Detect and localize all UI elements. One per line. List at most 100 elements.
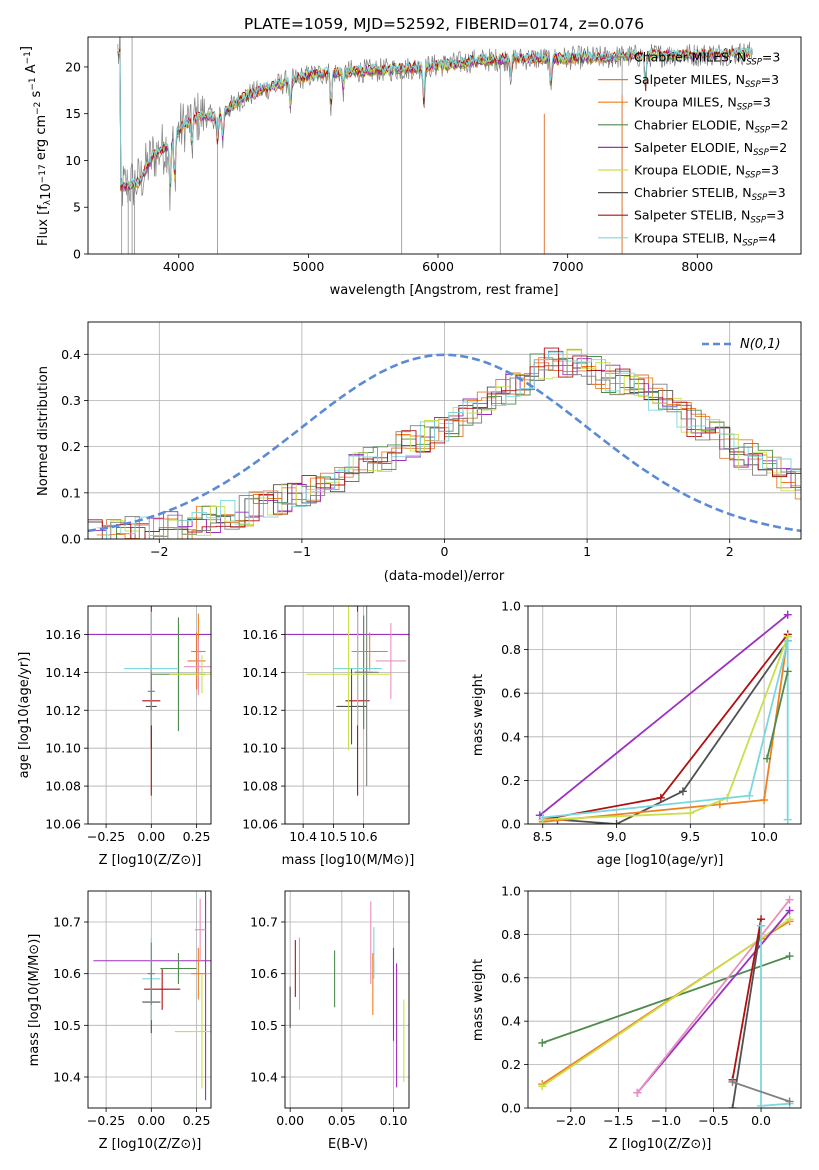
y-tick-label: 0.0 [501, 817, 521, 832]
mass-weight-line-pink [636, 899, 791, 1094]
mw-z-xlabel: Z [log10(Z/Z⊙)] [609, 1137, 712, 1152]
legend-label-value: =3 [767, 185, 785, 200]
x-tick-label: 1 [583, 544, 591, 559]
age-z-xlabel: Z [log10(Z/Z⊙)] [99, 853, 202, 868]
axes-frame [87, 321, 802, 540]
residual-plot-area: −2 −1 0 1 2 0.0 0.1 0.2 0.3 0.4 [61, 321, 802, 559]
y-tick-label: 0.3 [61, 393, 81, 408]
y-tick-label: 10.08 [45, 779, 81, 794]
y-tick-label: 10.16 [45, 627, 81, 642]
mass-vs-metallicity-panel: −0.25 0.00 0.25 10.4 10.5 10.6 10.7 [53, 890, 212, 1128]
age-z-ylabel: age [log10(age/yr)] [17, 652, 32, 779]
x-tick-label: 10.0 [750, 829, 778, 844]
axes-frame [87, 605, 212, 825]
histogram-step-kroupa_elodie [96, 349, 801, 539]
y-tick-label: 0 [73, 247, 81, 262]
ylabel-part: erg cm [34, 115, 49, 164]
x-tick-label: 2 [726, 544, 734, 559]
legend-label-value: =3 [752, 95, 770, 110]
y-tick-label: 10.6 [53, 966, 81, 981]
gaussian-curve [88, 353, 801, 533]
x-tick-label: −1 [293, 544, 311, 559]
legend-label-subscript: SSP [745, 80, 761, 90]
y-tick-label: 10.14 [242, 665, 278, 680]
axes-frame [284, 890, 410, 1109]
x-tick-label: −2.0 [556, 1113, 586, 1128]
mw-age-ylabel: mass weight [471, 674, 486, 756]
histogram-step-salpeter_stelib [88, 347, 801, 539]
legend-label-subscript: SSP [750, 216, 766, 226]
x-tick-label: 8.5 [533, 829, 553, 844]
legend-label: Chabrier MILES, NSSP=3 [634, 50, 780, 68]
legend-label-text: Kroupa STELIB, N [634, 230, 742, 245]
mass-weight-line-salpeter_elodie [636, 909, 791, 1094]
y-tick-label: 0.4 [501, 1014, 521, 1029]
x-tick-label: −0.25 [87, 1113, 125, 1128]
legend-label: Salpeter ELODIE, NSSP=2 [634, 140, 787, 158]
mass-ebv-xlabel: E(B-V) [328, 1137, 368, 1152]
ylabel-part: ] [19, 46, 34, 51]
mass-weight-line-salpeter_stelib [731, 919, 762, 1080]
axes-frame [527, 890, 802, 1109]
x-tick-label: 10.6 [350, 829, 378, 844]
mass-weight-line-chabrier_miles [732, 1081, 790, 1103]
y-tick-label: 0.1 [61, 485, 81, 500]
axes-frame [527, 605, 802, 825]
y-tick-label: 0.8 [501, 927, 521, 942]
y-tick-label: 0.6 [501, 686, 521, 701]
legend-label-subscript: SSP [737, 103, 753, 113]
x-tick-label: 5000 [292, 259, 324, 274]
age-vs-metallicity-panel: −0.25 0.00 0.25 10.06 10.08 10.10 10.12 10.14 10… [45, 605, 212, 844]
x-tick-label: 0.05 [328, 1113, 356, 1128]
y-tick-label: 0.2 [501, 773, 521, 788]
legend-label: Salpeter MILES, NSSP=3 [634, 72, 779, 90]
gaussian-legend-label: N(0,1) [740, 337, 781, 352]
y-tick-label: 15 [65, 106, 81, 121]
x-tick-label: −1.5 [603, 1113, 633, 1128]
legend-label-subscript: SSP [754, 125, 770, 135]
x-tick-label: 6000 [422, 259, 454, 274]
x-tick-label: 0.00 [137, 1113, 165, 1128]
y-tick-label: 10.4 [53, 1070, 81, 1085]
mass-weight-line-kroupa_miles [542, 636, 789, 823]
mass-weight-line-chabrier_stelib [557, 640, 789, 824]
axes-frame [87, 36, 802, 255]
legend-label-subscript: SSP [745, 171, 761, 181]
legend-label-subscript: SSP [753, 148, 769, 158]
x-tick-label: 9.5 [680, 829, 700, 844]
y-tick-label: 10.06 [242, 817, 278, 832]
y-tick-label: 0.4 [501, 729, 521, 744]
mass-weight-vs-age-panel: 8.5 9.0 9.5 10.0 0.0 0.2 0.4 0.6 0.8 1.0 [501, 599, 802, 844]
axes-frame [87, 890, 212, 1109]
clipped-plot [117, 37, 753, 254]
y-tick-label: 10.12 [242, 703, 278, 718]
legend-label: Chabrier STELIB, NSSP=3 [634, 185, 786, 203]
mw-age-xlabel: age [log10(age/yr)] [597, 853, 724, 868]
ylabel-part: −17 [38, 164, 48, 183]
y-tick-label: 10.08 [242, 779, 278, 794]
mass-weight-line-kroupa_stelib [760, 925, 790, 1107]
legend-label-subscript: SSP [746, 58, 762, 68]
clipped-plot [88, 347, 801, 539]
histogram-step-kroupa_stelib [92, 352, 801, 539]
model-fit-line-kroupa_stelib [117, 46, 753, 188]
x-tick-label: 0 [441, 544, 449, 559]
ylabel-part: 10 [39, 183, 54, 200]
legend-label: Kroupa MILES, NSSP=3 [634, 95, 771, 113]
x-tick-label: 10.4 [289, 829, 317, 844]
y-tick-label: 0.6 [501, 970, 521, 985]
legend-label-value: =3 [762, 50, 780, 65]
ylabel-part: A [24, 64, 39, 77]
mass-weight-line-kroupa_stelib [542, 640, 789, 820]
residual-ylabel: Normed distribution [36, 366, 51, 496]
legend-label-text: Salpeter MILES, N [634, 72, 745, 87]
legend-label: Kroupa ELODIE, NSSP=3 [634, 163, 779, 181]
y-tick-label: 0.0 [501, 1101, 521, 1116]
x-tick-label: 0.00 [276, 1113, 304, 1128]
age-mass-xlabel: mass [log10(M/M⊙)] [282, 853, 415, 868]
residual-panel: −2 −1 0 1 2 0.0 0.1 0.2 0.3 0.4 (data-model)/erro… [36, 321, 802, 584]
mass-z-xlabel: Z [log10(Z/Z⊙)] [99, 1137, 202, 1152]
mass-z-ylabel: mass [log10(M/M⊙)] [27, 934, 42, 1067]
x-tick-label: 9.0 [607, 829, 627, 844]
